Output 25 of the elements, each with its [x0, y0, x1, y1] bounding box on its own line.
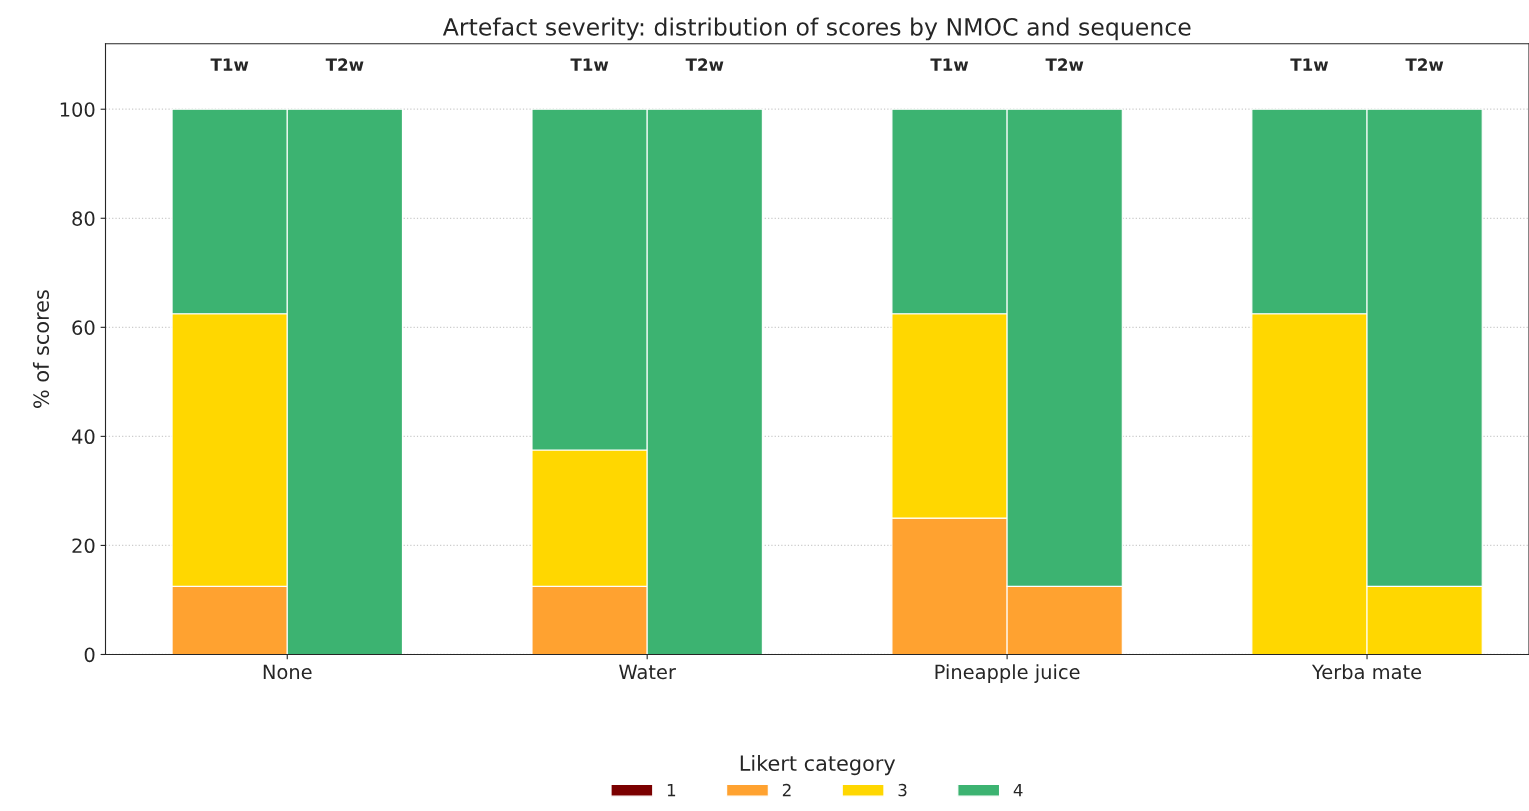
x-tick-label: T2w — [1405, 58, 1444, 71]
y-tick-label: 0 — [84, 647, 95, 663]
x-tick-label: T1w — [210, 58, 249, 71]
legend-label: 4 — [1013, 783, 1023, 797]
y-tick-label: 80 — [72, 211, 95, 226]
chart-title: Artefact severity: distribution of scores by NMOC and sequence — [442, 17, 1191, 41]
y-tick-label: 20 — [72, 538, 95, 554]
x-tick-label: T2w — [325, 58, 364, 71]
legend-title: Likert category — [740, 754, 896, 776]
text: None — [263, 664, 312, 680]
y-axis-title: % of scores — [32, 290, 50, 408]
y-tick-label: 60 — [72, 320, 95, 335]
text: Yerba mate — [1311, 664, 1422, 680]
text: Water — [619, 664, 676, 680]
x-tick-label: T1w — [930, 58, 969, 71]
text: Pineapple juice — [935, 664, 1080, 684]
legend-label: 1 — [667, 783, 676, 797]
x-tick-label: T1w — [570, 58, 609, 71]
legend-label: 3 — [898, 783, 907, 797]
x-tick-label: T2w — [1045, 58, 1084, 71]
x-tick-label: T2w — [685, 58, 724, 71]
y-tick-label: 100 — [60, 102, 95, 117]
x-tick-label: T1w — [1290, 58, 1329, 71]
y-tick-label: 40 — [71, 429, 95, 445]
legend-label: 2 — [782, 783, 791, 797]
